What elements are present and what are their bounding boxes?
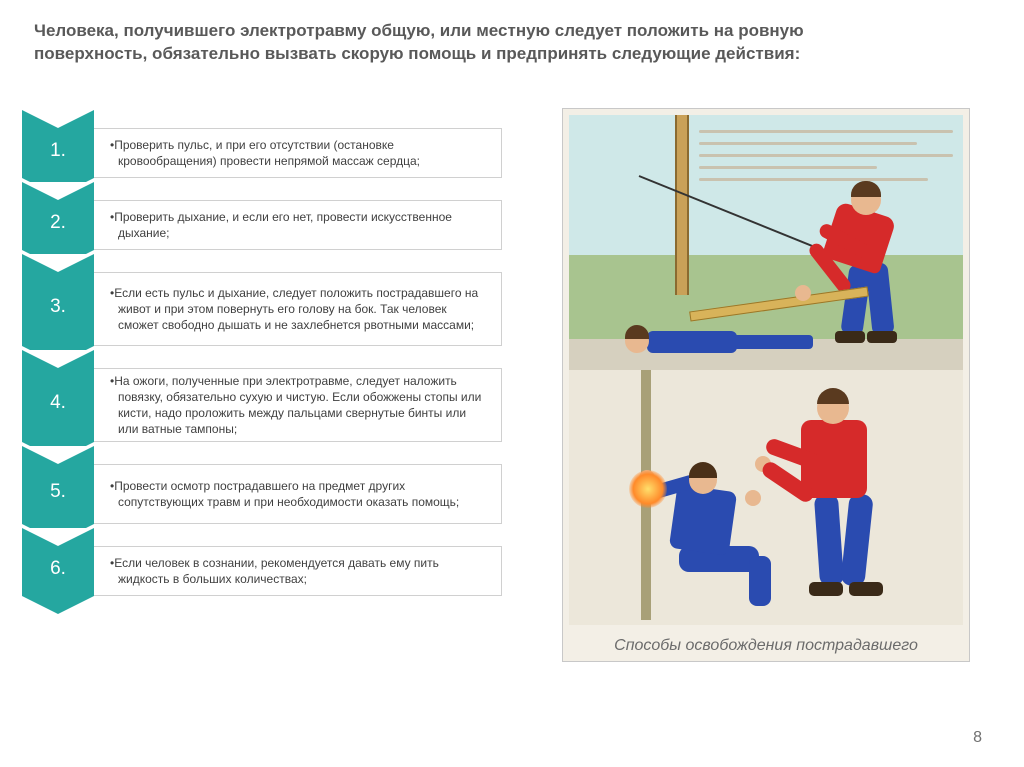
figure-caption: Способы освобождения пострадавшего — [563, 637, 969, 655]
step-number: 5. — [22, 481, 94, 503]
step-text: •На ожоги, полученные при электротравме,… — [92, 368, 502, 442]
step-number: 3. — [22, 296, 94, 318]
scene-top — [569, 115, 963, 370]
scene-bottom — [569, 370, 963, 625]
step-number: 4. — [22, 392, 94, 414]
step-text: •Если есть пульс и дыхание, следует поло… — [92, 272, 502, 346]
illustration-frame: Способы освобождения пострадавшего — [562, 108, 970, 662]
step-text: •Если человек в сознании, рекомендуется … — [92, 546, 502, 596]
step-2: 2.•Проверить дыхание, и если его нет, пр… — [22, 182, 502, 250]
steps-list: 1.•Проверить пульс, и при его отсутствии… — [22, 110, 502, 600]
step-text: •Провести осмотр пострадавшего на предме… — [92, 464, 502, 524]
step-number: 6. — [22, 558, 94, 580]
step-1: 1.•Проверить пульс, и при его отсутствии… — [22, 110, 502, 178]
illustration — [569, 115, 963, 625]
step-4: 4.•На ожоги, полученные при электротравм… — [22, 350, 502, 442]
electric-pole-icon — [675, 115, 689, 295]
step-3: 3.•Если есть пульс и дыхание, следует по… — [22, 254, 502, 346]
step-6: 6.•Если человек в сознании, рекомендуетс… — [22, 528, 502, 596]
step-number: 1. — [22, 140, 94, 162]
step-5: 5.•Провести осмотр пострадавшего на пред… — [22, 446, 502, 524]
electric-spark-icon — [629, 470, 667, 508]
step-text: •Проверить дыхание, и если его нет, пров… — [92, 200, 502, 250]
page-number: 8 — [973, 729, 982, 747]
step-text: •Проверить пульс, и при его отсутствии (… — [92, 128, 502, 178]
step-number: 2. — [22, 212, 94, 234]
page-heading: Человека, получившего электротравму общу… — [34, 20, 844, 66]
